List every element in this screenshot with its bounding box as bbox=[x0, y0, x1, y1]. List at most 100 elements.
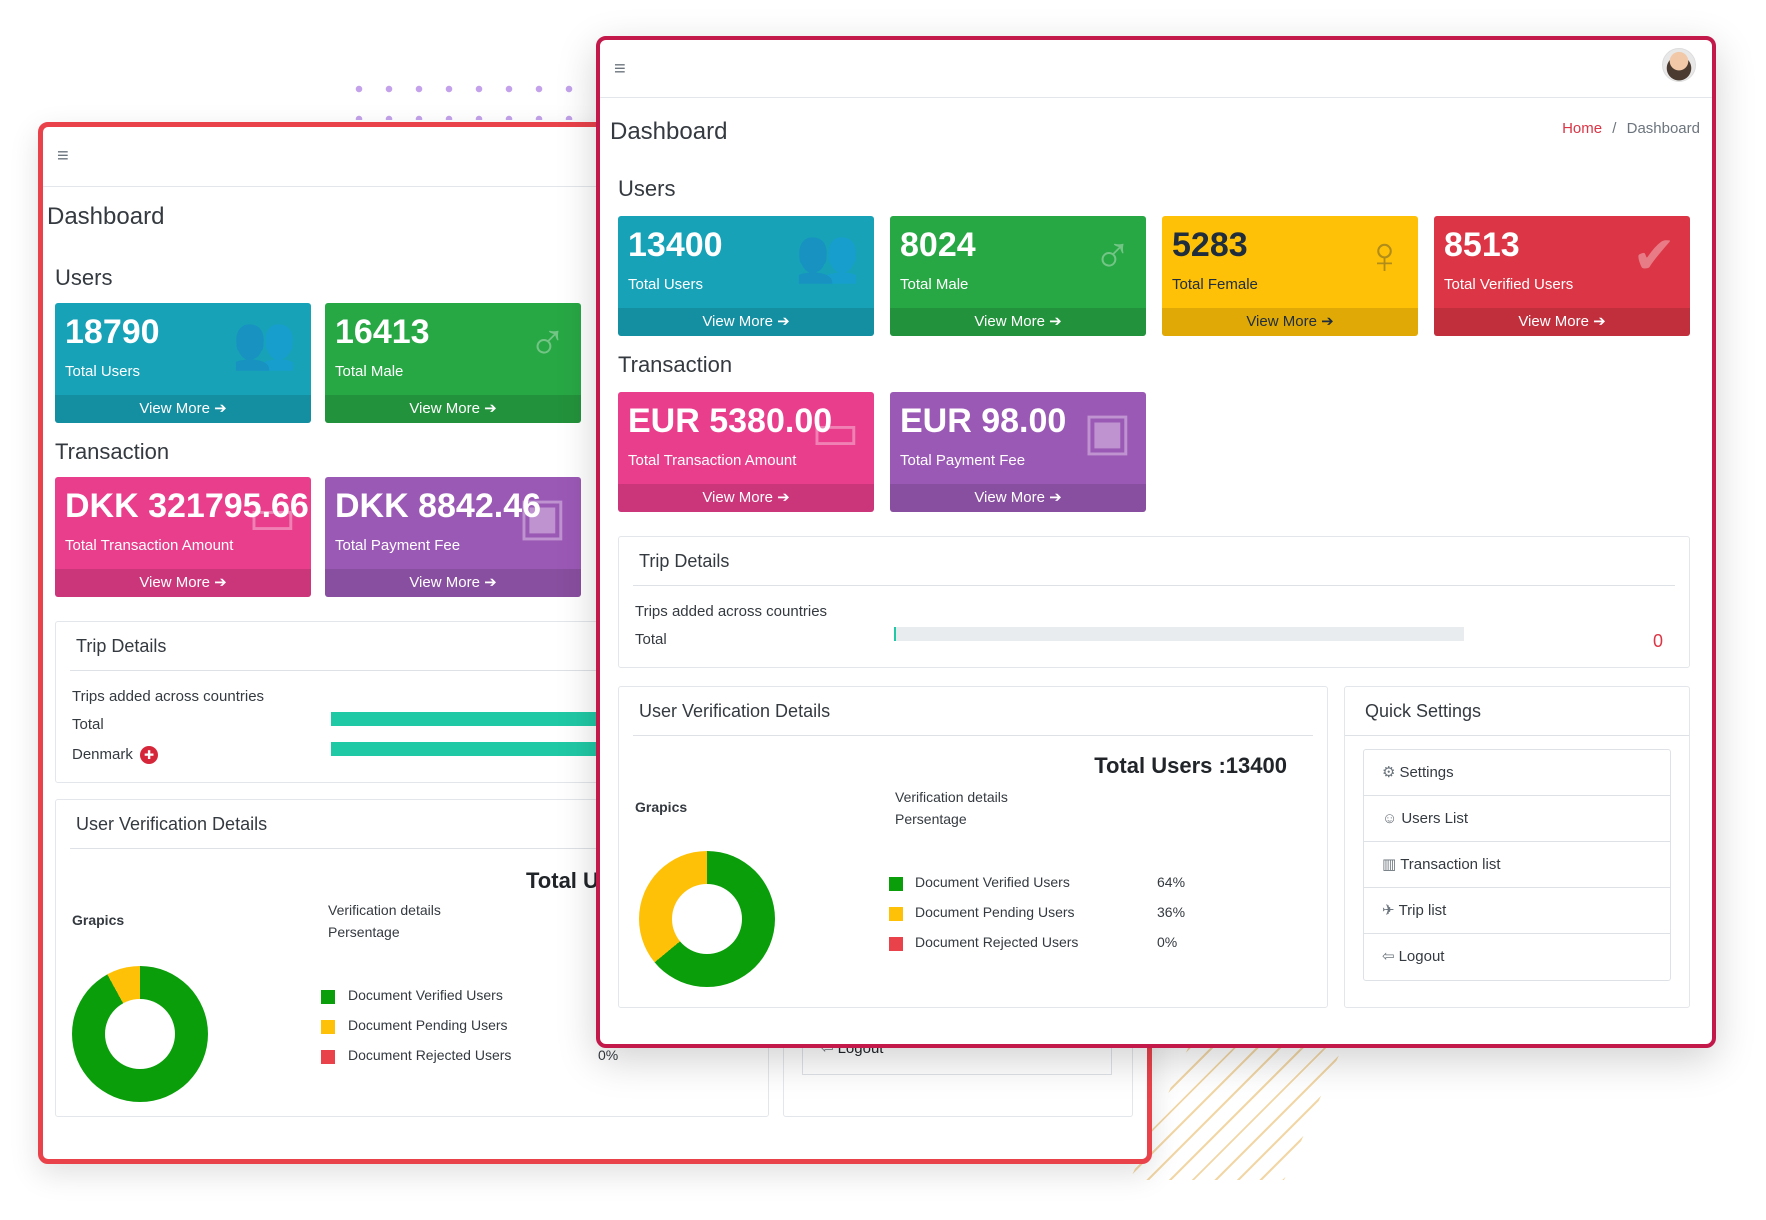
breadcrumb: Home / Dashboard bbox=[1562, 120, 1700, 137]
user-verification-panel: User Verification Details Total Users :1… bbox=[618, 686, 1328, 1008]
total-male-card: 16413 Total Male ♂ View More ➔ bbox=[325, 303, 581, 423]
male-icon: ♂ bbox=[528, 314, 567, 372]
view-more-link[interactable]: View More ➔ bbox=[618, 308, 874, 336]
transaction-heading: Transaction bbox=[618, 352, 733, 377]
trip-row-total: Total bbox=[635, 631, 667, 648]
view-more-link[interactable]: View More ➔ bbox=[618, 484, 874, 512]
legend-pending: Document Pending Users bbox=[348, 1017, 508, 1033]
graphics-label: Grapics bbox=[72, 912, 125, 928]
card-label: Total Payment Fee bbox=[900, 452, 1026, 469]
transaction-amount-card: EUR 5380.00 Total Transaction Amount ▭ V… bbox=[618, 392, 874, 512]
total-users-card: 13400 Total Users 👥 View More ➔ bbox=[618, 216, 874, 336]
quick-settings-panel: Quick Settings ⚙ Settings ☺ Users List ▥ Tr… bbox=[1344, 686, 1690, 1008]
menu-icon[interactable]: ≡ bbox=[57, 145, 69, 167]
card-label: Total Payment Fee bbox=[335, 537, 461, 554]
panel-title: Quick Settings bbox=[1365, 701, 1482, 721]
topbar: ≡ bbox=[600, 40, 1712, 98]
breadcrumb-home[interactable]: Home bbox=[1562, 120, 1603, 137]
card-value: EUR 5380.00 bbox=[628, 402, 833, 440]
logout-icon: ⇦ bbox=[1382, 948, 1395, 965]
trip-row-denmark: Denmark bbox=[72, 746, 133, 763]
view-more-link[interactable]: View More ➔ bbox=[1162, 308, 1418, 336]
settings-item[interactable]: ⚙ Settings bbox=[1364, 750, 1670, 796]
logout-item[interactable]: ⇦ Logout bbox=[1364, 934, 1670, 980]
total-users-text: Total U bbox=[526, 868, 599, 893]
legend-rejected: Document Rejected Users bbox=[915, 934, 1079, 950]
legend-rejected-pct: 0% bbox=[598, 1047, 619, 1063]
money-icon: ▣ bbox=[517, 488, 567, 546]
dashboard-window-front: ≡ Dashboard Home / Dashboard Users 13400… bbox=[596, 36, 1716, 1048]
users-heading: Users bbox=[618, 176, 676, 201]
money-icon: ▣ bbox=[1082, 403, 1132, 461]
users-heading: Users bbox=[55, 265, 113, 290]
card-value: DKK 8842.46 bbox=[335, 487, 542, 525]
card-value: 8024 bbox=[900, 226, 976, 264]
card-value: EUR 98.00 bbox=[900, 402, 1067, 440]
menu-icon[interactable]: ≡ bbox=[614, 58, 626, 80]
card-label: Total Transaction Amount bbox=[628, 452, 797, 469]
female-icon: ♀ bbox=[1365, 227, 1404, 285]
view-more-link[interactable]: View More ➔ bbox=[325, 395, 581, 423]
trip-details-panel: Trip Details Trips added across countrie… bbox=[618, 536, 1690, 668]
gear-icon: ⚙ bbox=[1382, 764, 1396, 781]
divider bbox=[633, 585, 1675, 586]
trip-list-label: Trip list bbox=[1398, 902, 1447, 919]
users-icon: 👥 bbox=[232, 314, 297, 372]
card-label: Total Transaction Amount bbox=[65, 537, 234, 554]
verification-donut-chart bbox=[72, 966, 208, 1102]
legend-verified-swatch bbox=[889, 877, 903, 891]
card-value: 13400 bbox=[628, 226, 723, 264]
denmark-flag-icon: ✚ bbox=[140, 746, 158, 764]
transaction-list-item[interactable]: ▥ Transaction list bbox=[1364, 842, 1670, 888]
user-check-icon: ✔ bbox=[1632, 227, 1676, 285]
view-more-link[interactable]: View More ➔ bbox=[325, 569, 581, 597]
view-more-link[interactable]: View More ➔ bbox=[1434, 308, 1690, 336]
trip-total-value: 0 bbox=[1652, 631, 1663, 651]
plane-icon: ✈ bbox=[1382, 902, 1395, 919]
card-label: Total Male bbox=[335, 363, 404, 380]
view-more-link[interactable]: View More ➔ bbox=[55, 569, 311, 597]
card-value: DKK 321795.66 bbox=[65, 487, 309, 525]
transaction-amount-card: DKK 321795.66 Total Transaction Amount ▭… bbox=[55, 477, 311, 597]
total-users-card: 18790 Total Users 👥 View More ➔ bbox=[55, 303, 311, 423]
transaction-heading: Transaction bbox=[55, 439, 170, 464]
percent-label: Persentage bbox=[328, 924, 400, 940]
panel-title: User Verification Details bbox=[76, 814, 268, 834]
view-more-link[interactable]: View More ➔ bbox=[890, 484, 1146, 512]
settings-label: Settings bbox=[1399, 764, 1454, 781]
legend-verified-pct: 64% bbox=[1157, 874, 1186, 890]
details-label: Verification details bbox=[328, 902, 441, 918]
divider bbox=[1345, 735, 1689, 736]
view-more-link[interactable]: View More ➔ bbox=[890, 308, 1146, 336]
trip-subtitle: Trips added across countries bbox=[72, 688, 265, 705]
legend-rejected-swatch bbox=[321, 1050, 335, 1064]
percent-label: Persentage bbox=[895, 811, 967, 827]
users-list-item[interactable]: ☺ Users List bbox=[1364, 796, 1670, 842]
legend-rejected-pct: 0% bbox=[1157, 934, 1178, 950]
quick-settings-list: ⚙ Settings ☺ Users List ▥ Transaction list … bbox=[1363, 749, 1671, 981]
trip-row-total: Total bbox=[72, 716, 104, 733]
card-value: 5283 bbox=[1172, 226, 1248, 264]
graphics-label: Grapics bbox=[635, 799, 688, 815]
avatar[interactable] bbox=[1662, 48, 1696, 82]
users-icon: 👥 bbox=[795, 227, 860, 285]
logout-label: Logout bbox=[1398, 948, 1445, 965]
legend-pending-pct: 36% bbox=[1157, 904, 1186, 920]
legend-verified: Document Verified Users bbox=[348, 987, 503, 1003]
card-value: 8513 bbox=[1444, 226, 1520, 264]
verified-users-card: 8513 Total Verified Users ✔ View More ➔ bbox=[1434, 216, 1690, 336]
decor-dots bbox=[344, 74, 594, 120]
card-value: 18790 bbox=[65, 313, 160, 351]
divider bbox=[70, 670, 1040, 671]
view-more-link[interactable]: View More ➔ bbox=[55, 395, 311, 423]
trip-list-item[interactable]: ✈ Trip list bbox=[1364, 888, 1670, 934]
credit-card-icon: ▭ bbox=[247, 488, 297, 546]
payment-fee-card: DKK 8842.46 Total Payment Fee ▣ View Mor… bbox=[325, 477, 581, 597]
breadcrumb-current: Dashboard bbox=[1626, 120, 1700, 137]
panel-title: Trip Details bbox=[76, 636, 167, 656]
page-title: Dashboard bbox=[47, 203, 165, 230]
credit-card-icon: ▭ bbox=[810, 403, 860, 461]
legend-pending: Document Pending Users bbox=[915, 904, 1075, 920]
trip-subtitle: Trips added across countries bbox=[635, 603, 828, 620]
card-value: 16413 bbox=[335, 313, 430, 351]
